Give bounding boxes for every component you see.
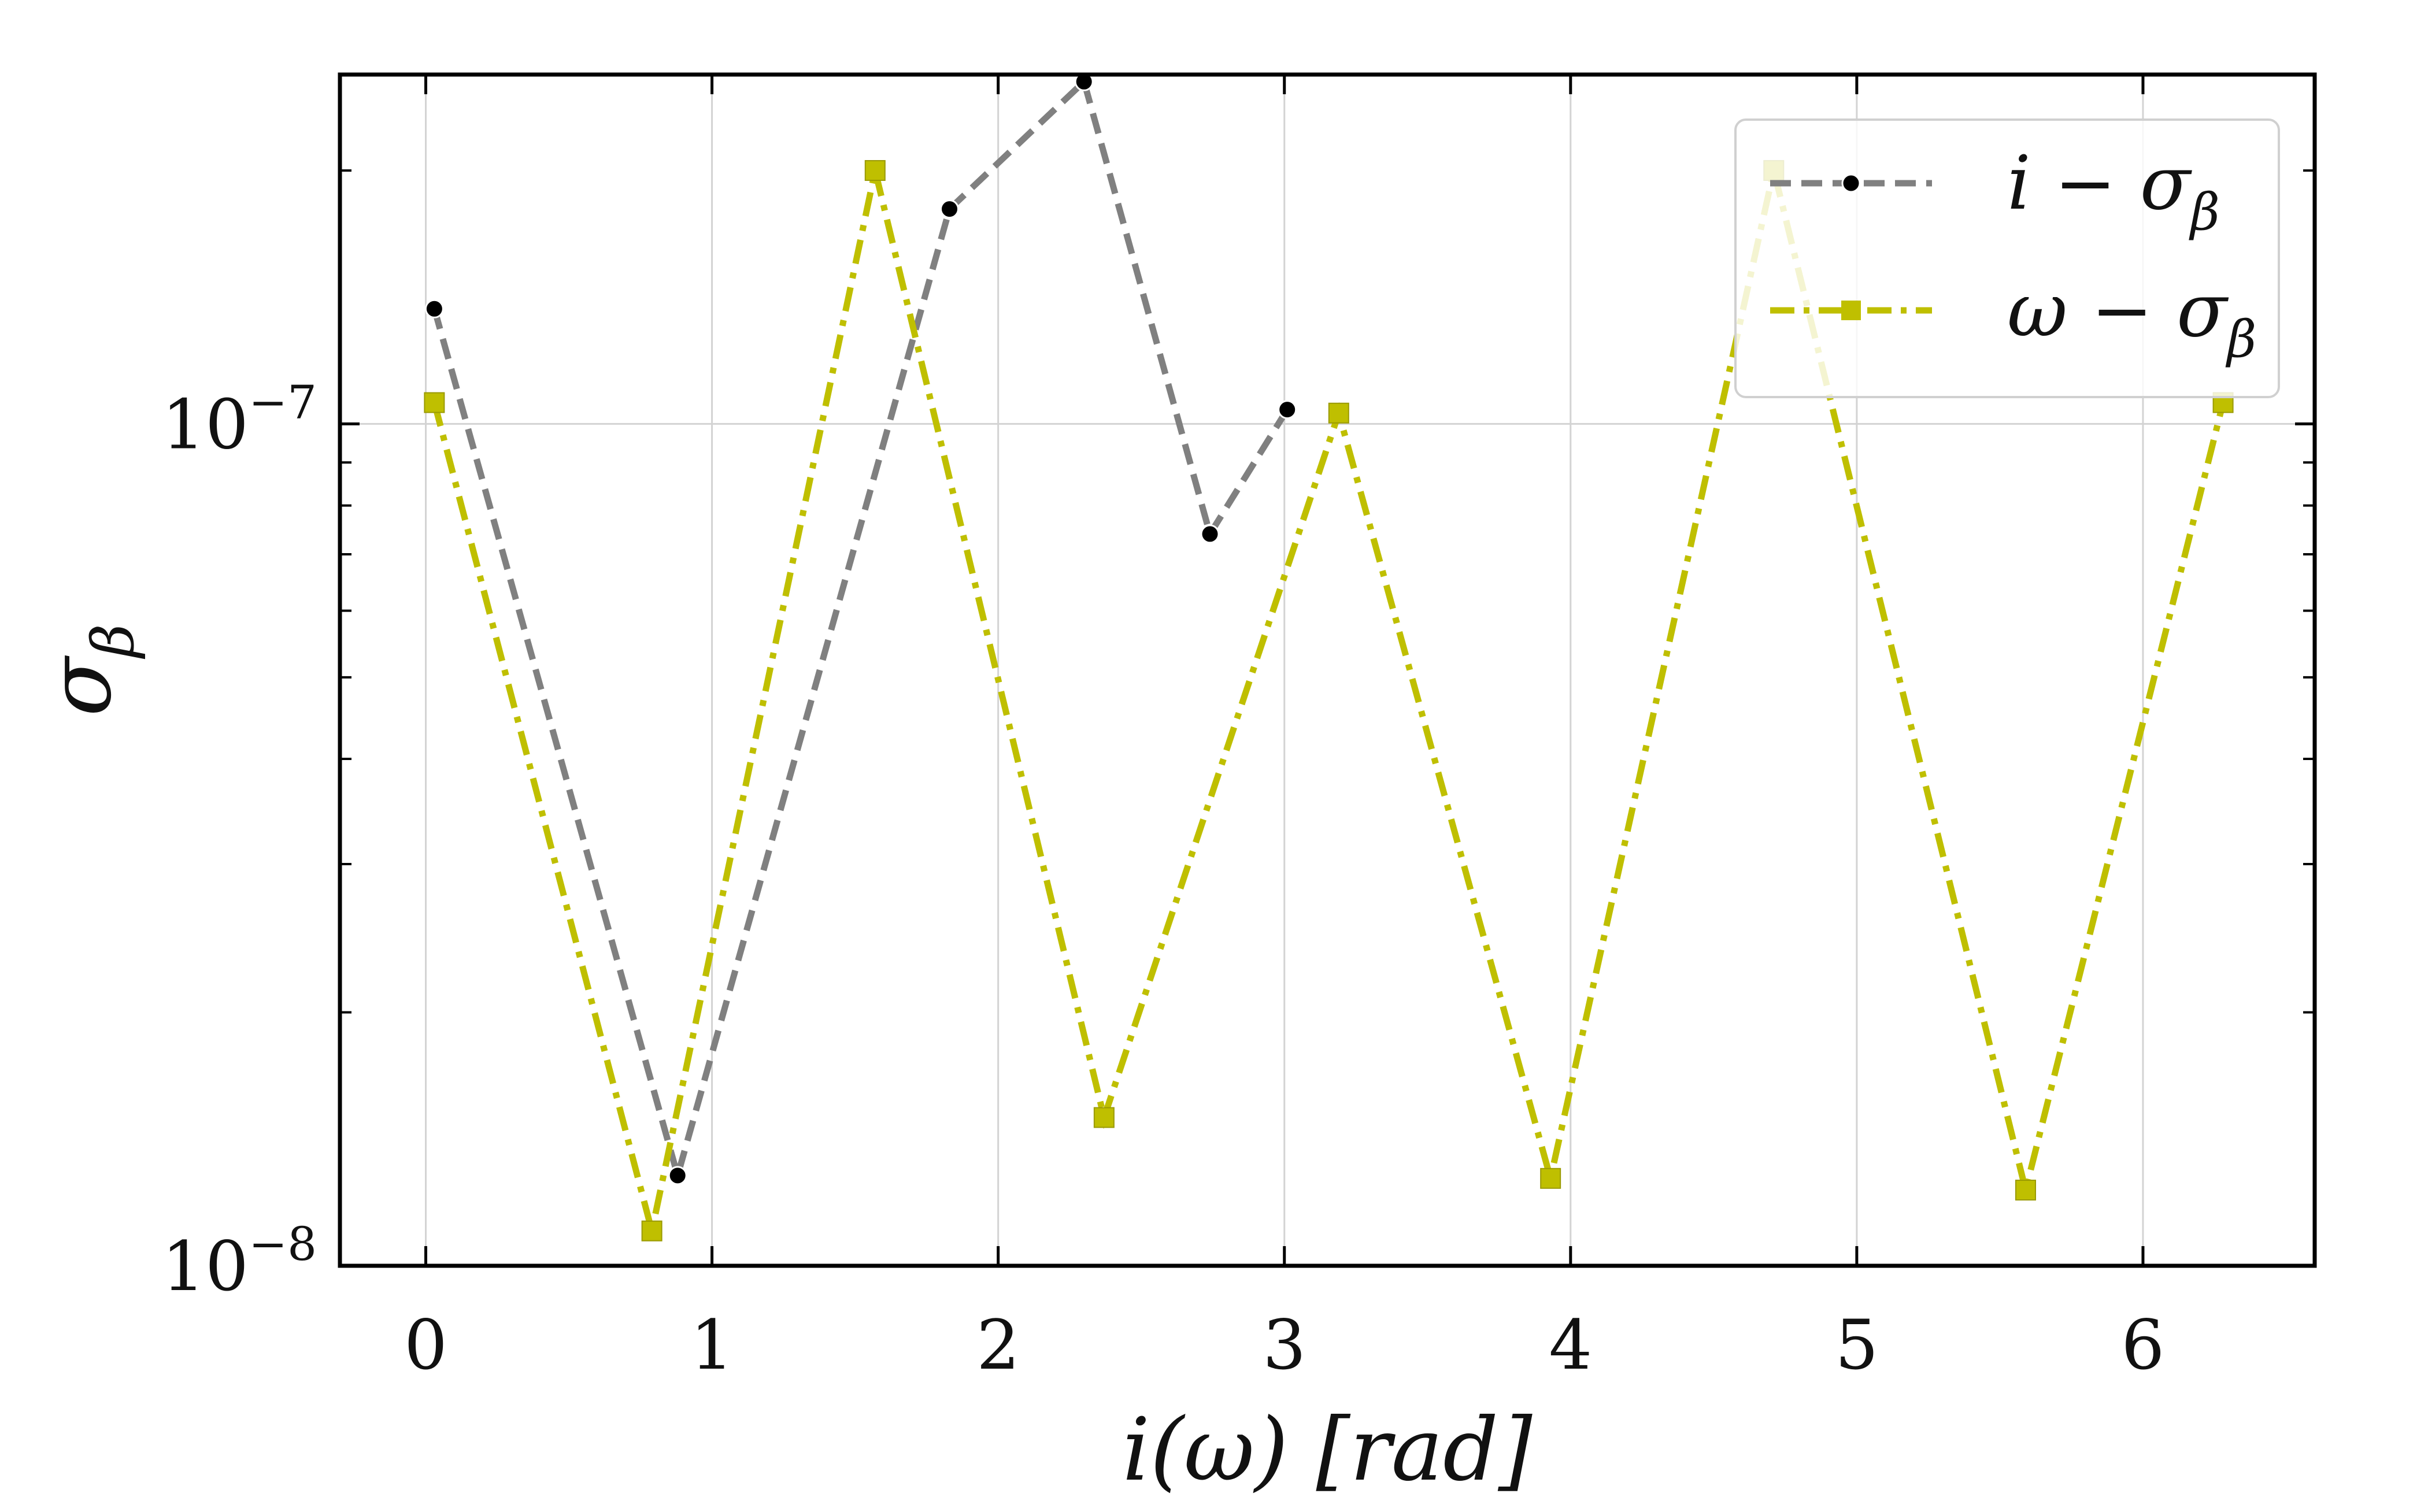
legend: i − σβ ω − σβ [1734, 118, 2280, 398]
legend-marker-2 [1841, 301, 1861, 320]
x-tick-label: 4 [1549, 1305, 1592, 1385]
legend-label-2: ω − σβ [2007, 268, 2256, 369]
legend-marker-1 [1841, 173, 1861, 193]
series-1-point [1278, 400, 1297, 420]
series-1-point [424, 299, 444, 318]
y-tick-label: 10−8 [162, 1217, 317, 1306]
series-2-point [641, 1220, 662, 1242]
plot-frame [338, 72, 2317, 1268]
series-2-point [1328, 402, 1349, 424]
x-tick-label: 1 [690, 1305, 734, 1385]
series-line-1 [431, 76, 1290, 1188]
series-2-point [864, 160, 886, 181]
series-1-point [1200, 524, 1220, 544]
x-axis-title: i(ω) [rad] [1122, 1400, 1533, 1500]
legend-label-1: i − σβ [2007, 140, 2220, 242]
series-2-point [424, 392, 445, 413]
series-1-point [668, 1166, 687, 1185]
x-tick-label: 0 [404, 1305, 447, 1385]
legend-box [1734, 118, 2280, 398]
axis-ticks: 0 1 2 3 4 5 6 10−8 10−7 [162, 75, 2315, 1385]
y-axis-title: σβ [30, 624, 147, 716]
y-axis-title-text: σβ [30, 624, 147, 716]
series-2-point [1093, 1107, 1115, 1128]
series-2-point [1540, 1168, 1561, 1189]
x-tick-label: 5 [1835, 1305, 1878, 1385]
x-tick-label: 2 [976, 1305, 1020, 1385]
grid [340, 75, 2315, 1266]
x-tick-label: 6 [2121, 1305, 2164, 1385]
y-tick-label: 10−7 [162, 375, 317, 464]
series-2-point [2015, 1180, 2036, 1201]
x-tick-label: 3 [1263, 1305, 1306, 1385]
series-1-point [940, 199, 960, 219]
